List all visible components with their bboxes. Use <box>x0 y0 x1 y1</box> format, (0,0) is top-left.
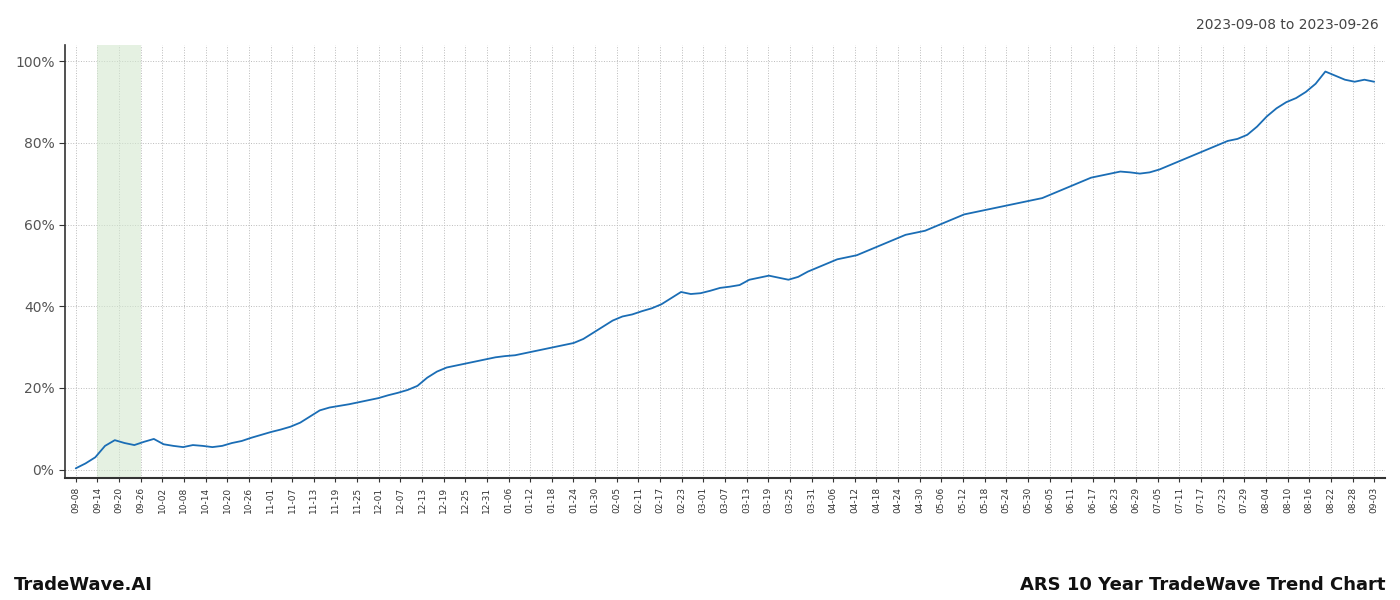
Bar <box>98 45 140 478</box>
Text: TradeWave.AI: TradeWave.AI <box>14 576 153 594</box>
Text: 2023-09-08 to 2023-09-26: 2023-09-08 to 2023-09-26 <box>1196 18 1379 32</box>
Text: ARS 10 Year TradeWave Trend Chart: ARS 10 Year TradeWave Trend Chart <box>1021 576 1386 594</box>
